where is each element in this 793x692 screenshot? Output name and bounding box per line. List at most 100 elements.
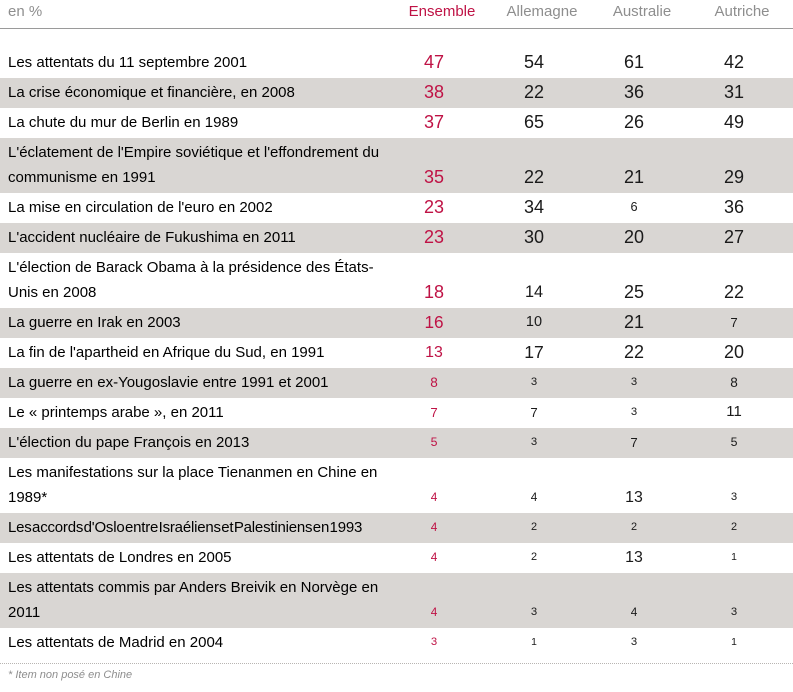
value-australie: 22	[623, 342, 645, 362]
value-australie: 36	[623, 82, 645, 102]
table-row: L'élection de Barack Obama à la présiden…	[0, 253, 793, 308]
value-allemagne: 22	[523, 167, 545, 187]
value-autriche: 11	[726, 404, 742, 420]
value-autriche: 3	[730, 491, 738, 503]
value-australie: 4	[630, 605, 638, 619]
value-autriche: 20	[723, 342, 745, 362]
event-label: Les attentats de Madrid en 2004	[8, 634, 224, 651]
value-ensemble: 13	[425, 344, 443, 361]
footnote: * Item non posé en Chine	[0, 663, 793, 681]
value-autriche: 22	[723, 282, 745, 302]
event-label: La mise en circulation de l'euro en 2002	[8, 199, 273, 216]
value-allemagne: 3	[530, 376, 538, 388]
table-row: Les accords d'Oslo entre Israéliens et P…	[0, 513, 793, 543]
value-allemagne: 1	[531, 637, 537, 648]
table-header: en % Ensemble Allemagne Australie Autric…	[0, 0, 793, 29]
value-australie: 3	[630, 376, 638, 388]
event-label: La guerre en ex-Yougoslavie entre 1991 e…	[8, 374, 329, 391]
value-ensemble: 38	[423, 82, 445, 102]
value-autriche: 29	[723, 167, 745, 187]
event-label: L'éclatement de l'Empire soviétique et l…	[8, 144, 380, 186]
value-autriche: 36	[723, 197, 745, 217]
event-label: L'accident nucléaire de Fukushima en 201…	[8, 229, 296, 246]
value-autriche: 27	[723, 227, 745, 247]
value-allemagne: 4	[530, 490, 538, 504]
value-autriche: 49	[723, 112, 745, 132]
value-ensemble: 5	[430, 435, 438, 449]
value-allemagne: 3	[530, 436, 538, 448]
value-australie: 20	[623, 227, 645, 247]
value-autriche: 1	[731, 552, 737, 563]
value-allemagne: 3	[530, 606, 538, 618]
value-ensemble: 4	[430, 550, 438, 564]
table-row: L'accident nucléaire de Fukushima en 201…	[0, 223, 793, 253]
event-label: La guerre en Irak en 2003	[8, 314, 181, 331]
value-australie: 13	[625, 549, 643, 566]
value-australie: 21	[623, 167, 645, 187]
value-autriche: 5	[730, 435, 738, 449]
table-row: Les manifestations sur la place Tienanme…	[0, 458, 793, 513]
event-label: Les accords d'Oslo entre Israéliens et P…	[8, 519, 363, 536]
table-row: L'élection du pape François en 2013 5 3 …	[0, 428, 793, 458]
table-row: Les attentats du 11 septembre 2001 47 54…	[0, 48, 793, 78]
value-allemagne: 14	[524, 283, 544, 301]
value-australie: 61	[623, 52, 645, 72]
value-allemagne: 2	[530, 521, 538, 533]
table-row: Le « printemps arabe », en 2011 7 7 3 11	[0, 398, 793, 428]
table-row: La guerre en Irak en 2003 16 10 21 7	[0, 308, 793, 338]
value-australie: 2	[630, 521, 638, 533]
value-allemagne: 17	[524, 342, 544, 362]
event-label: Les attentats du 11 septembre 2001	[8, 54, 248, 71]
event-label: La crise économique et financière, en 20…	[8, 84, 295, 101]
value-allemagne: 65	[523, 112, 545, 132]
value-ensemble: 35	[423, 167, 445, 187]
value-australie: 7	[630, 435, 638, 450]
value-allemagne: 7	[530, 405, 538, 420]
value-autriche: 3	[730, 606, 738, 618]
value-autriche: 42	[723, 52, 745, 72]
table-row: Les attentats commis par Anders Breivik …	[0, 573, 793, 628]
value-allemagne: 54	[523, 52, 545, 72]
event-label: Les attentats de Londres en 2005	[8, 549, 232, 566]
value-allemagne: 30	[523, 227, 545, 247]
value-australie: 21	[623, 312, 645, 332]
value-autriche: 7	[730, 315, 738, 330]
column-header-allemagne: Allemagne	[506, 3, 578, 20]
value-autriche: 31	[723, 82, 745, 102]
value-allemagne: 2	[530, 551, 538, 563]
table-row: La fin de l'apartheid en Afrique du Sud,…	[0, 338, 793, 368]
table-body: Les attentats du 11 septembre 2001 47 54…	[0, 48, 793, 658]
value-allemagne: 10	[525, 314, 543, 330]
table-row: La mise en circulation de l'euro en 2002…	[0, 193, 793, 223]
value-ensemble: 7	[430, 405, 438, 420]
event-label: L'élection du pape François en 2013	[8, 434, 250, 451]
event-label: L'élection de Barack Obama à la présiden…	[8, 259, 374, 301]
value-ensemble: 4	[430, 490, 438, 504]
value-ensemble: 3	[430, 636, 438, 648]
value-ensemble: 37	[423, 112, 445, 132]
value-australie: 3	[630, 636, 638, 648]
value-ensemble: 8	[430, 375, 438, 390]
value-australie: 13	[625, 489, 643, 506]
value-autriche: 1	[731, 637, 737, 648]
value-autriche: 2	[730, 521, 738, 533]
value-ensemble: 16	[424, 312, 444, 332]
value-allemagne: 22	[523, 82, 545, 102]
table-row: La chute du mur de Berlin en 1989 37 65 …	[0, 108, 793, 138]
value-australie: 3	[630, 406, 638, 418]
table-row: La crise économique et financière, en 20…	[0, 78, 793, 108]
column-header-autriche: Autriche	[714, 3, 770, 20]
column-header-ensemble: Ensemble	[408, 3, 476, 20]
event-label: La fin de l'apartheid en Afrique du Sud,…	[8, 344, 325, 361]
table-row: L'éclatement de l'Empire soviétique et l…	[0, 138, 793, 193]
table-row: Les attentats de Londres en 2005 4 2 13 …	[0, 543, 793, 573]
value-australie: 26	[623, 112, 645, 132]
value-autriche: 8	[730, 375, 738, 390]
value-allemagne: 34	[523, 197, 545, 217]
value-ensemble: 23	[423, 197, 445, 217]
value-ensemble: 18	[423, 282, 445, 302]
value-ensemble: 23	[423, 227, 445, 247]
table-row: La guerre en ex-Yougoslavie entre 1991 e…	[0, 368, 793, 398]
value-ensemble: 4	[430, 520, 438, 534]
